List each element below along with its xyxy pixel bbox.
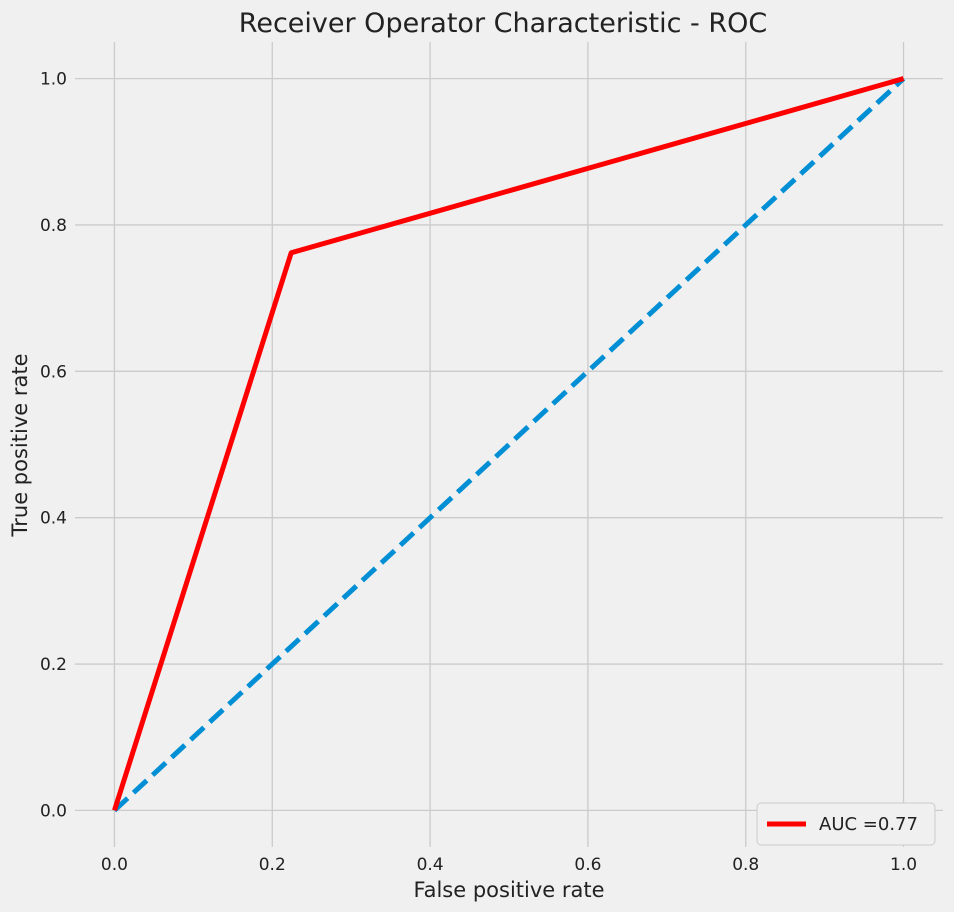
roc-curve-line	[112, 76, 905, 812]
x-tick-label: 0.0	[101, 855, 128, 875]
x-tick-label: 0.6	[574, 855, 601, 875]
legend: AUC =0.77	[756, 802, 936, 846]
legend-label: AUC =0.77	[819, 814, 918, 835]
legend-box	[756, 802, 936, 846]
tick-labels: 0.0 0.2 0.4 0.6 0.8 1.0 0.0 0.2 0.4 0.6 0.8 1.0	[40, 70, 917, 875]
baseline-diagonal-line	[112, 76, 906, 813]
y-axis-label: True positive rate	[8, 354, 32, 538]
x-tick-label: 0.8	[732, 855, 759, 875]
y-tick-label: 1.0	[40, 70, 67, 90]
y-tick-label: 0.4	[40, 509, 67, 529]
y-tick-label: 0.2	[40, 655, 67, 675]
x-tick-label: 1.0	[890, 855, 917, 875]
x-tick-label: 0.4	[417, 855, 444, 875]
x-tick-label: 0.2	[259, 855, 286, 875]
grid-lines	[75, 42, 943, 847]
x-axis-label: False positive rate	[413, 878, 604, 902]
y-tick-label: 0.0	[40, 801, 67, 821]
series-lines	[112, 76, 906, 813]
chart-title: Receiver Operator Characteristic - ROC	[239, 8, 767, 39]
y-tick-label: 0.6	[40, 362, 67, 382]
y-tick-label: 0.8	[40, 216, 67, 236]
